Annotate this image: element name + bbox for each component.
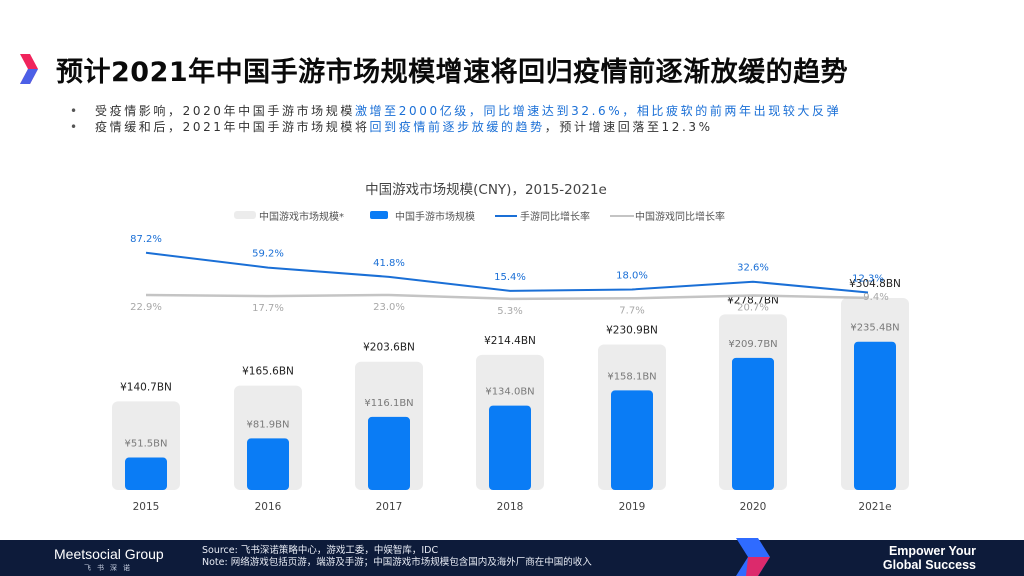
bar-mobile-game-market [732,357,774,490]
total-growth-label: 22.9% [130,302,162,313]
bar-label-total: ¥214.4BN [484,335,536,347]
bullet-text-plain: ，预计增速回落至12.3% [544,120,713,134]
bullet-item: • 受疫情影响，2020年中国手游市场规模激增至2000亿级，同比增速达到32.… [70,103,841,119]
bar-mobile-game-market [247,438,289,490]
bar-label-mobile: ¥158.1BN [607,371,656,382]
x-tick-label: 2017 [376,501,403,513]
bar-label-total: ¥140.7BN [120,381,172,393]
source-note: Source: 飞书深诺策略中心，游戏工委，中娱智库，IDC Note: 网络游… [202,545,592,569]
x-tick-label: 2016 [255,501,282,513]
brand-name: Meetsocial Group [54,546,164,562]
bar-label-mobile: ¥81.9BN [247,419,290,430]
mobile-growth-label: 59.2% [252,249,284,260]
total-growth-label: 5.3% [497,306,522,317]
total-growth-label: 17.7% [252,303,284,314]
page-title: 预计2021年中国手游市场规模增速将回归疫情前逐渐放缓的趋势 [56,57,849,88]
total-growth-label: 7.7% [619,305,644,316]
tagline-line: Global Success [882,558,976,572]
brand-logo-icon [20,54,38,84]
market-size-chart: 中国游戏市场规模(CNY)，2015-2021e 中国游戏市场规模* 中国手游市场规… [112,181,909,513]
bar-mobile-game-market [368,416,410,490]
mobile-growth-label: 15.4% [494,272,526,283]
bullet-text-highlight: 回到疫情前逐步放缓的趋势 [369,120,545,134]
bar-mobile-game-market [854,341,896,490]
footer-logo-icon [736,538,770,576]
total-growth-label: 9.4% [863,292,888,303]
bar-label-mobile: ¥116.1BN [364,398,413,409]
legend-swatch-mobile [370,211,388,219]
total-growth-label: 20.7% [737,302,769,313]
legend-label: 中国游戏市场规模* [259,210,344,223]
brand-subtitle: 飞书深诺 [84,564,136,572]
mobile-growth-label: 18.0% [616,270,648,281]
x-tick-label: 2021e [858,501,891,513]
bar-label-mobile: ¥51.5BN [125,439,168,450]
footer-bar: Meetsocial Group 飞书深诺 Source: 飞书深诺策略中心，游… [0,540,1024,576]
bar-label-mobile: ¥235.4BN [850,323,899,334]
bar-label-total: ¥203.6BN [363,342,415,354]
line-total-growth [145,293,869,301]
bar-label-mobile: ¥209.7BN [728,339,777,350]
mobile-growth-label: 41.8% [373,258,405,269]
mobile-growth-label: 12.3% [852,273,884,284]
legend-swatch-total [234,211,256,219]
x-tick-label: 2015 [133,501,160,513]
x-tick-label: 2018 [497,501,524,513]
bar-mobile-game-market [489,405,531,490]
bar-label-mobile: ¥134.0BN [485,387,534,398]
total-growth-label: 23.0% [373,302,405,313]
bar-mobile-game-market [125,457,167,490]
note-line: Note: 网络游戏包括页游，端游及手游；中国游戏市场规模包含国内及海外厂商在中… [202,557,592,568]
bullet-text: 疫情缓和后，2021年中国手游市场规模将回到疫情前逐步放缓的趋势，预计增速回落至… [95,119,713,135]
line-mobile-growth [145,251,869,294]
legend-label: 中国游戏同比增长率 [635,210,725,223]
bar-label-total: ¥165.6BN [242,366,294,378]
x-tick-label: 2020 [740,501,767,513]
chart-title: 中国游戏市场规模(CNY)，2015-2021e [365,181,607,198]
tagline-line: Empower Your [888,544,976,558]
legend-label: 手游同比增长率 [520,210,590,223]
bullet-dot-icon: • [70,120,78,134]
tagline: Empower Your Global Success [883,544,976,572]
x-tick-label: 2019 [619,501,646,513]
bar-label-total: ¥304.8BN [849,278,901,290]
bullet-text-highlight: 激增至2000亿级，同比增速达到32.6%，相比疲软的前两年出现较大反弹 [354,104,842,118]
mobile-growth-label: 87.2% [130,234,162,245]
bullet-text-plain: 疫情缓和后，2021年中国手游市场规模将 [95,120,370,134]
bar-label-total: ¥230.9BN [606,325,658,337]
bullet-text-plain: 受疫情影响，2020年中国手游市场规模 [95,104,355,118]
bullet-item: • 疫情缓和后，2021年中国手游市场规模将回到疫情前逐步放缓的趋势，预计增速回… [70,119,841,135]
bullet-dot-icon: • [70,104,78,118]
bar-mobile-game-market [611,390,653,490]
bar-label-total: ¥278.7BN [727,294,779,306]
bullet-text: 受疫情影响，2020年中国手游市场规模激增至2000亿级，同比增速达到32.6%… [95,103,841,119]
source-line: Source: 飞书深诺策略中心，游戏工委，中娱智库，IDC [202,545,439,556]
bullet-list: • 受疫情影响，2020年中国手游市场规模激增至2000亿级，同比增速达到32.… [70,103,841,135]
legend-label: 中国手游市场规模 [395,210,475,223]
mobile-growth-label: 32.6% [737,263,769,274]
